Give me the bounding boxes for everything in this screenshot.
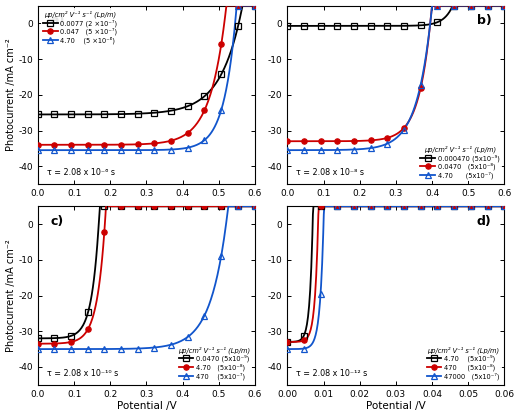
Legend: 0.000470 (5x10⁻⁹), 0.0470   (5x10⁻⁸), 4.70      (5x10⁻⁷): 0.000470 (5x10⁻⁹), 0.0470 (5x10⁻⁸), 4.70… <box>418 143 502 181</box>
X-axis label: Potential /V: Potential /V <box>116 402 176 412</box>
Legend: 0.0470 (5x10⁻⁹), 4.70   (5x10⁻⁸), 470    (5x10⁻⁷): 0.0470 (5x10⁻⁹), 4.70 (5x10⁻⁸), 470 (5x1… <box>176 344 252 382</box>
Y-axis label: Photocurrent /mA cm⁻²: Photocurrent /mA cm⁻² <box>6 239 16 352</box>
Text: τ = 2.08 x 10⁻¹² s: τ = 2.08 x 10⁻¹² s <box>296 369 367 378</box>
Text: τ = 2.08 x 10⁻⁶ s: τ = 2.08 x 10⁻⁶ s <box>47 168 114 177</box>
X-axis label: Potential /V: Potential /V <box>366 402 426 412</box>
Text: a): a) <box>51 15 66 28</box>
Legend: 0.0077 (2 ×10⁻⁷), 0.047   (5 ×10⁻⁷), 4.70    (5 ×10⁻⁶): 0.0077 (2 ×10⁻⁷), 0.047 (5 ×10⁻⁷), 4.70 … <box>41 8 120 46</box>
Text: b): b) <box>477 15 491 28</box>
Text: τ = 2.08 x 10⁻⁸ s: τ = 2.08 x 10⁻⁸ s <box>296 168 364 177</box>
Y-axis label: Photocurrent /mA cm⁻²: Photocurrent /mA cm⁻² <box>6 38 16 151</box>
Legend: 4.70    (5x10⁻⁹), 470     (5x10⁻⁸), 47000   (5x10⁻⁷): 4.70 (5x10⁻⁹), 470 (5x10⁻⁸), 47000 (5x10… <box>424 344 502 382</box>
Text: c): c) <box>51 215 64 228</box>
Text: τ = 2.08 x 10⁻¹⁰ s: τ = 2.08 x 10⁻¹⁰ s <box>47 369 118 378</box>
Text: d): d) <box>477 215 491 228</box>
